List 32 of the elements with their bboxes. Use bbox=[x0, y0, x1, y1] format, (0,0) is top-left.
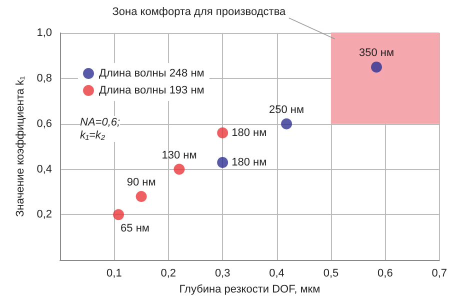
point bbox=[217, 156, 228, 168]
annotation: 180 нм bbox=[232, 126, 267, 139]
x-tick-label: 0,5 bbox=[323, 268, 339, 280]
x-tick-label: 0,2 bbox=[160, 268, 176, 280]
point bbox=[217, 127, 228, 138]
y-tick-label: 1,0 bbox=[36, 27, 52, 39]
point bbox=[174, 164, 185, 175]
annotation: 350 нм bbox=[358, 47, 394, 60]
x-axis-title: Глубина резкости DOF, мкм bbox=[179, 284, 320, 296]
y-tick-label: 0,4 bbox=[36, 163, 52, 176]
annotation: NA=0,6; k₁=k₂ bbox=[80, 116, 120, 142]
point bbox=[371, 62, 382, 73]
annotation: 130 нм bbox=[162, 149, 197, 162]
point bbox=[113, 209, 124, 220]
x-tick-label: 0,3 bbox=[214, 268, 230, 280]
y-tick-label: 0,2 bbox=[36, 208, 52, 221]
annotation: 90 нм bbox=[126, 176, 156, 189]
y-tick-label: 0,6 bbox=[36, 118, 52, 130]
point bbox=[136, 191, 147, 202]
annotation: 250 нм bbox=[269, 104, 304, 116]
x-tick-label: 0,1 bbox=[106, 268, 122, 280]
y-tick-label: 0,8 bbox=[36, 72, 52, 84]
x-tick-label: 0,4 bbox=[269, 268, 284, 280]
x-tick-label: 0,7 bbox=[432, 268, 448, 280]
annotation: Зона комфорта для производства bbox=[112, 6, 287, 18]
legend-label: Длина волны 193 нм bbox=[99, 84, 204, 96]
y-axis-title: Значение коэффициента k₁ bbox=[14, 76, 26, 217]
annotation: 180 нм bbox=[232, 156, 267, 168]
legend-label: Длина волны 248 нм bbox=[99, 68, 204, 80]
point bbox=[281, 118, 292, 130]
annotation: 65 нм bbox=[120, 222, 150, 235]
x-tick-label: 0,6 bbox=[378, 268, 393, 280]
